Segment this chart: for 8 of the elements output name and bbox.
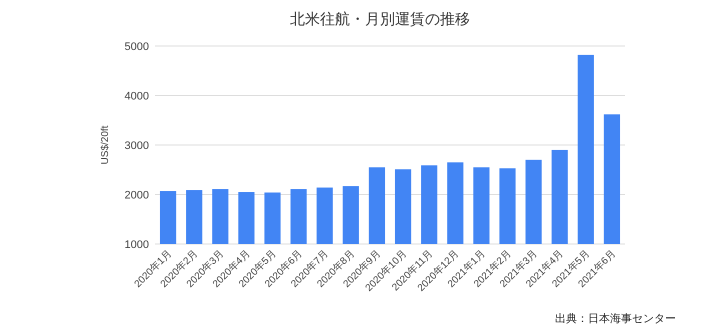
y-axis-title: US$/20ft — [100, 125, 111, 164]
y-tick-label: 4000 — [124, 90, 149, 102]
source-note: 出典：日本海事センター — [555, 312, 676, 325]
chart-title: 北米往航・月別運賃の推移 — [290, 11, 470, 28]
y-tick-label: 5000 — [124, 41, 149, 53]
y-tick-label: 1000 — [124, 239, 149, 251]
y-tick-label: 2000 — [124, 190, 149, 202]
y-tick-label: 3000 — [124, 140, 149, 152]
